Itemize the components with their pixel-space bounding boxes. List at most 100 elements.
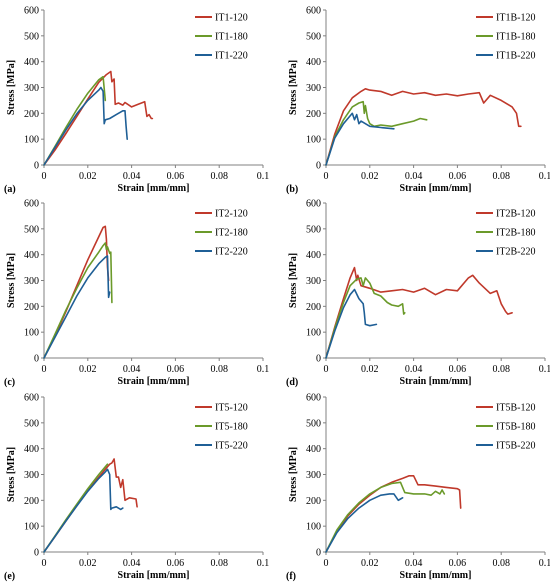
x-tick-label: 0.02 <box>79 364 97 375</box>
x-tick-label: 0.06 <box>449 171 467 182</box>
series-line <box>43 242 113 359</box>
series-line <box>43 458 138 553</box>
x-tick-label: 0 <box>324 364 329 375</box>
x-tick-label: 0.02 <box>361 558 379 569</box>
panel-label: (e) <box>4 571 15 582</box>
y-tick-label: 400 <box>306 57 321 68</box>
legend-label: IT5-180 <box>215 422 248 433</box>
chart-panel: 0 100 200 300 400 500 600 0 0.02 0.04 0.06 0.08 0.1 S… <box>4 199 269 389</box>
y-tick-label: 200 <box>24 109 39 120</box>
y-tick-label: 100 <box>24 135 39 146</box>
x-axis-title: Strain [mm/mm] <box>400 183 472 194</box>
legend: IT2B-120 IT2B-180 IT2B-220 <box>476 209 535 258</box>
legend: IT2-120 IT2-180 IT2-220 <box>195 209 248 258</box>
y-tick-label: 500 <box>306 418 321 429</box>
y-axis-title: Stress [MPa] <box>6 60 17 115</box>
y-tick-label: 100 <box>306 328 321 339</box>
panel-label: (b) <box>286 184 298 195</box>
y-tick-label: 0 <box>34 354 39 365</box>
x-tick-label: 0.02 <box>79 171 97 182</box>
x-tick-label: 0 <box>42 364 47 375</box>
x-tick-label: 0.08 <box>492 558 510 569</box>
x-axis-title: Strain [mm/mm] <box>400 570 472 581</box>
y-tick-label: 400 <box>24 57 39 68</box>
y-tick-label: 100 <box>306 522 321 533</box>
y-tick-label: 0 <box>316 161 321 172</box>
x-tick-label: 0.1 <box>257 171 270 182</box>
series-line <box>325 100 428 166</box>
y-tick-label: 500 <box>24 31 39 42</box>
x-tick-label: 0.04 <box>405 558 423 569</box>
legend-label: IT5B-180 <box>496 422 535 433</box>
y-axis-title: Stress [MPa] <box>288 253 299 308</box>
legend-label: IT1B-180 <box>496 32 535 43</box>
y-axis-title: Stress [MPa] <box>6 447 17 502</box>
legend: IT5-120 IT5-180 IT5-220 <box>195 403 248 452</box>
x-tick-label: 0.1 <box>539 558 550 569</box>
panel-label: (c) <box>4 377 15 388</box>
y-tick-label: 300 <box>24 276 39 287</box>
x-axis-title: Strain [mm/mm] <box>400 376 472 387</box>
x-tick-label: 0.06 <box>449 558 467 569</box>
legend: IT5B-120 IT5B-180 IT5B-220 <box>476 403 535 452</box>
x-tick-label: 0.06 <box>167 171 185 182</box>
y-tick-label: 400 <box>24 444 39 455</box>
y-tick-label: 600 <box>24 6 39 17</box>
y-tick-label: 200 <box>24 302 39 313</box>
y-tick-label: 500 <box>306 31 321 42</box>
series-line <box>325 266 513 359</box>
legend-label: IT5-120 <box>215 403 248 414</box>
y-tick-label: 0 <box>34 161 39 172</box>
series-line <box>325 493 404 553</box>
x-tick-label: 0.08 <box>210 364 228 375</box>
x-tick-label: 0.08 <box>210 558 228 569</box>
panel-label: (d) <box>286 377 298 388</box>
x-tick-label: 0.04 <box>123 171 141 182</box>
chart-panel: 0 100 200 300 400 500 600 0 0.02 0.04 0.06 0.08 0.1 S… <box>286 393 550 583</box>
panel-label: (a) <box>4 184 16 195</box>
x-tick-label: 0.02 <box>79 558 97 569</box>
y-tick-label: 400 <box>306 250 321 261</box>
legend-label: IT2-180 <box>215 228 248 239</box>
legend-label: IT5-220 <box>215 441 248 452</box>
legend-label: IT1B-120 <box>496 13 535 24</box>
x-tick-label: 0.06 <box>167 364 185 375</box>
y-tick-label: 400 <box>306 444 321 455</box>
x-tick-label: 0.06 <box>449 364 467 375</box>
legend-label: IT5B-220 <box>496 441 535 452</box>
legend: IT1B-120 IT1B-180 IT1B-220 <box>476 13 535 62</box>
y-tick-label: 600 <box>306 199 321 210</box>
y-tick-label: 500 <box>306 224 321 235</box>
legend-label: IT5B-120 <box>496 403 535 414</box>
y-tick-label: 300 <box>24 470 39 481</box>
legend-label: IT2B-120 <box>496 209 535 220</box>
x-tick-label: 0.08 <box>492 171 510 182</box>
x-tick-label: 0.1 <box>539 364 550 375</box>
y-axis-title: Stress [MPa] <box>6 253 17 308</box>
x-axis-title: Strain [mm/mm] <box>118 183 190 194</box>
y-tick-label: 200 <box>24 496 39 507</box>
series-line <box>43 468 124 553</box>
y-tick-label: 600 <box>24 199 39 210</box>
x-tick-label: 0 <box>42 171 47 182</box>
y-tick-label: 200 <box>306 109 321 120</box>
y-tick-label: 200 <box>306 496 321 507</box>
series-line <box>43 255 111 359</box>
y-tick-label: 500 <box>24 418 39 429</box>
legend-label: IT1-220 <box>215 51 248 62</box>
series-line <box>325 474 462 553</box>
legend-label: IT1B-220 <box>496 51 535 62</box>
chart-panel: 0 100 200 300 400 500 600 0 0.02 0.04 0.06 0.08 0.1 S… <box>4 6 269 196</box>
y-tick-label: 300 <box>306 470 321 481</box>
x-tick-label: 0.1 <box>257 558 270 569</box>
x-tick-label: 0 <box>324 558 329 569</box>
x-tick-label: 0 <box>324 171 329 182</box>
x-tick-label: 0.04 <box>405 364 423 375</box>
legend-label: IT2-120 <box>215 209 248 220</box>
y-tick-label: 200 <box>306 302 321 313</box>
series-line <box>43 70 154 166</box>
x-tick-label: 0.1 <box>539 171 550 182</box>
legend: IT1-120 IT1-180 IT1-220 <box>195 13 248 62</box>
x-tick-label: 0.08 <box>492 364 510 375</box>
